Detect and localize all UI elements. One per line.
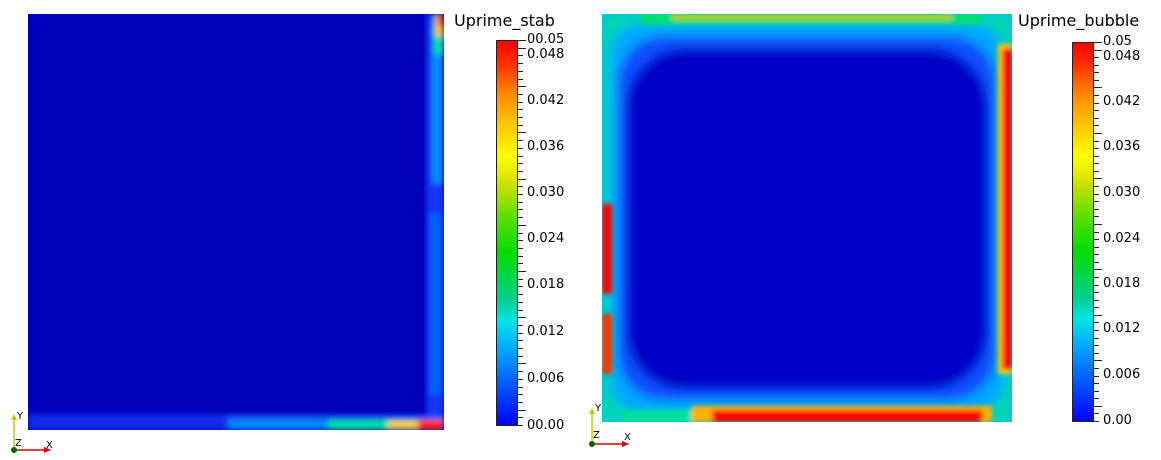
- legend-label: 0.036: [527, 139, 565, 154]
- legend-label: 0.030: [527, 185, 565, 200]
- legend-label: 0.042: [527, 93, 565, 108]
- orientation-axes: Y Z X: [584, 400, 644, 450]
- uprime-bubble-field-plot: [602, 14, 1012, 422]
- axis-y-label: Y: [595, 403, 602, 414]
- legend-label: 0.006: [527, 371, 565, 386]
- color-legend-bar: [1072, 42, 1094, 422]
- legend-label: 00.00: [527, 418, 565, 433]
- orientation-axes-icon: [589, 408, 629, 447]
- legend-label: 0.024: [527, 231, 565, 246]
- legend-label: 0.030: [1103, 185, 1141, 200]
- color-legend-bar: [496, 40, 518, 426]
- legend-label: 0.018: [1103, 276, 1141, 291]
- legend-label: 0.006: [1103, 367, 1141, 382]
- axis-x-label: X: [46, 440, 53, 451]
- color-legend-ticks: [1094, 42, 1102, 422]
- legend-label: 0.018: [527, 277, 565, 292]
- axis-x-label: X: [624, 432, 631, 443]
- legend-label: 0.048: [1103, 49, 1141, 64]
- left-render-view[interactable]: Uprime_stab 00.05 0.048 0.042 0.036 0.03…: [0, 0, 580, 460]
- legend-label: 0.012: [1103, 321, 1141, 336]
- legend-label: 00.05: [527, 32, 565, 47]
- legend-label: 0.036: [1103, 139, 1141, 154]
- color-legend-ticks: [518, 40, 526, 426]
- axis-y-label: Y: [17, 411, 24, 422]
- axis-z-label: Z: [593, 430, 600, 441]
- legend-label: 0.024: [1103, 231, 1141, 246]
- legend-label: 0.048: [527, 47, 565, 62]
- legend-label: 0.00: [1103, 413, 1132, 428]
- legend-label: 0.012: [527, 324, 565, 339]
- legend-label: 0.05: [1103, 34, 1132, 49]
- scalar-bar-title: Uprime_bubble: [1018, 11, 1140, 30]
- orientation-axes-icon: [11, 414, 51, 453]
- scalar-bar-title: Uprime_stab: [454, 11, 555, 30]
- legend-label: 0.042: [1103, 94, 1141, 109]
- orientation-axes: Y Z X: [6, 406, 66, 456]
- axis-z-label: Z: [15, 438, 22, 449]
- right-render-view[interactable]: Uprime_bubble 0.05 0.048 0.042 0.036 0.0…: [580, 0, 1161, 460]
- uprime-stab-field-plot: [28, 14, 444, 430]
